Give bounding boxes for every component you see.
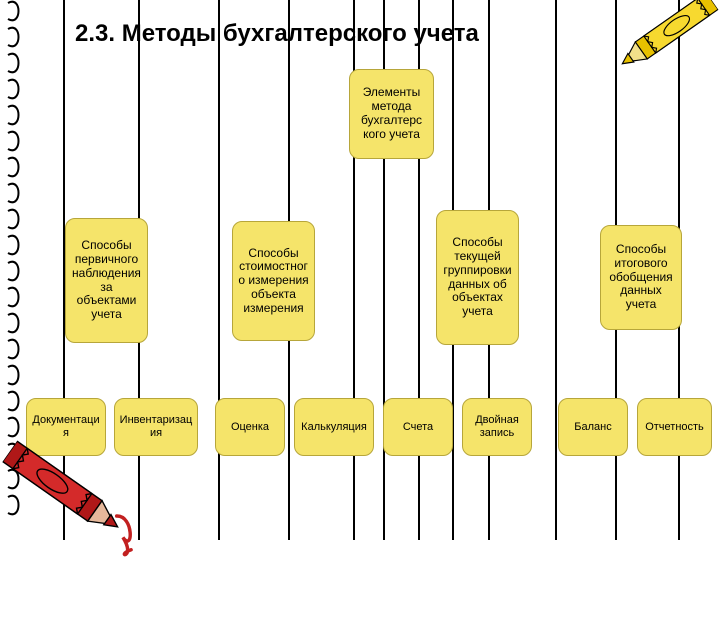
leaf-box-l8: Отчетность [637,398,712,456]
diagram-stage: 2.3. Методы бухгалтерского учета Элементы… [0,0,720,540]
crayon-yellow-icon [559,0,720,142]
leaf-box-l5: Счета [383,398,453,456]
root-box: Элементы метода бухгалтерс кого учета [349,69,434,159]
leaf-box-l3: Оценка [215,398,285,456]
structure-vline [555,0,557,540]
group-box-g3: Способы текущей группировки данных об об… [436,210,519,345]
group-box-g1: Способы первичного наблюдения за объекта… [65,218,148,343]
leaf-box-l4: Калькуляция [294,398,374,456]
page-title: 2.3. Методы бухгалтерского учета [75,20,479,48]
leaf-box-l2: Инвентаризация [114,398,198,456]
leaf-box-l6: Двойная запись [462,398,532,456]
group-box-g2: Способы стоимостного измерения объекта и… [232,221,315,341]
structure-vline [218,0,220,540]
group-box-g4: Способы итогового обобщения данных учета [600,225,682,330]
leaf-box-l7: Баланс [558,398,628,456]
